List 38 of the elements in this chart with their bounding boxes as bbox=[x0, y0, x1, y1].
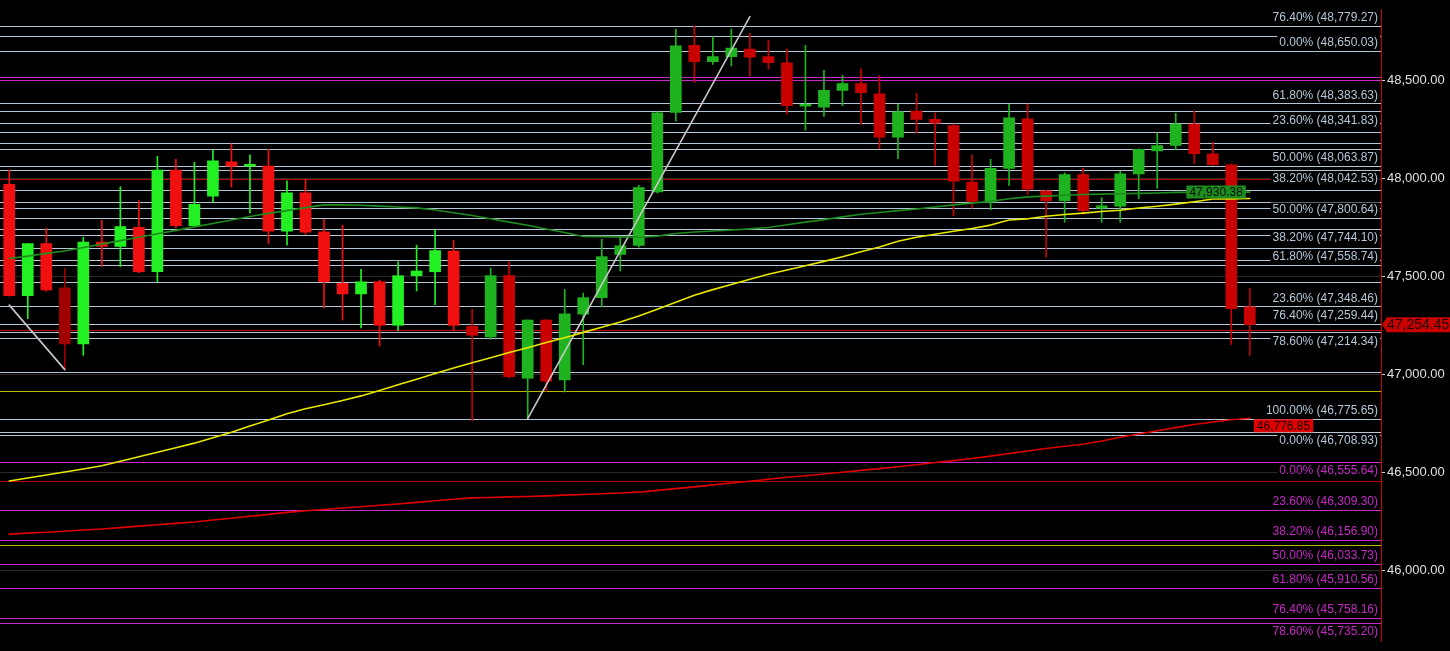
y-tick-label: 46,500.00 bbox=[1387, 464, 1445, 480]
ref-line-label: 38.20% (46,156.90) bbox=[1272, 524, 1379, 539]
ref-line-label: 23.60% (48,341.83) bbox=[1272, 112, 1379, 127]
text: 47,254.45 bbox=[1387, 316, 1450, 333]
ref-line-label: 61.80% (48,383.63) bbox=[1272, 87, 1379, 102]
ref-line-label: 61.80% (47,558.74) bbox=[1272, 249, 1379, 264]
y-tick-label: 47,000.00 bbox=[1387, 366, 1445, 382]
data-label: 47,930.38 bbox=[1189, 184, 1244, 199]
y-tick-label: 46,000.00 bbox=[1387, 562, 1445, 578]
ref-line-label: 0.00% (48,650.03) bbox=[1279, 35, 1379, 50]
candlestick bbox=[355, 269, 367, 329]
candlestick bbox=[1095, 197, 1108, 223]
ref-line-label: 76.40% (47,259.44) bbox=[1272, 307, 1379, 322]
candlestick bbox=[244, 154, 256, 214]
ref-line-label: 50.00% (48,063.87) bbox=[1272, 150, 1379, 165]
ref-line-label: 50.00% (46,033.73) bbox=[1272, 548, 1379, 563]
ref-line-label: 50.00% (47,800.64) bbox=[1272, 201, 1379, 216]
ref-line-label: 38.20% (47,744.10) bbox=[1272, 229, 1379, 244]
candlestick bbox=[855, 68, 867, 125]
y-tick-label: 48,500.00 bbox=[1387, 71, 1445, 87]
ref-line-label: 78.60% (45,735.20) bbox=[1272, 623, 1379, 638]
ref-line-label: 78.60% (47,214.34) bbox=[1272, 333, 1379, 348]
candlestick bbox=[707, 36, 719, 65]
ref-line-label: 100.00% (46,775.65) bbox=[1265, 402, 1379, 417]
candlestick bbox=[1151, 132, 1164, 189]
candlestick bbox=[744, 33, 756, 77]
candlestick bbox=[929, 112, 941, 166]
y-tick-label: 47,500.00 bbox=[1387, 268, 1445, 284]
ref-line-label: 23.60% (47,348.46) bbox=[1272, 290, 1379, 305]
ref-line-label: 76.40% (45,758.16) bbox=[1272, 602, 1379, 617]
ref-line-label: 23.60% (46,309.30) bbox=[1272, 494, 1379, 509]
ref-line-label: 0.00% (46,708.93) bbox=[1279, 432, 1379, 447]
ref-line-label: 38.20% (48,042.53) bbox=[1272, 171, 1379, 186]
y-tick-label: 48,000.00 bbox=[1387, 170, 1445, 186]
ref-line-label: 76.40% (48,779.27) bbox=[1272, 9, 1379, 24]
ref-line-label: 0.00% (46,555.64) bbox=[1279, 462, 1379, 477]
ref-line-label: 61.80% (45,910.56) bbox=[1272, 572, 1379, 587]
data-label: 46,776.85 bbox=[1256, 418, 1311, 433]
